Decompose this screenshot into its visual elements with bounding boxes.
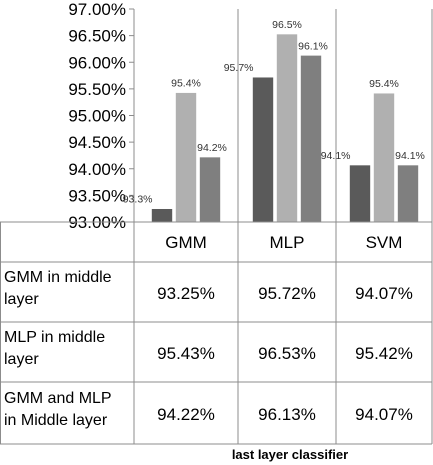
bar-gmm-series-2	[175, 92, 197, 223]
x-axis-title: last layer classifier	[232, 447, 348, 462]
row-label-series-1: layer	[4, 291, 39, 308]
category-label: GMM	[165, 233, 207, 252]
row-label-series-1: GMM in middle	[4, 269, 112, 286]
table-cell-value: 95.42%	[355, 344, 413, 363]
data-label: 96.5%	[272, 19, 302, 31]
table-cell-value: 94.22%	[157, 405, 215, 424]
data-label: 96.1%	[298, 40, 328, 52]
row-label-series-2: layer	[4, 351, 39, 368]
y-tick-label: 96.00%	[68, 53, 126, 72]
bar-mlp-series-3	[300, 55, 322, 223]
bar-mlp-series-2	[276, 33, 298, 223]
row-label-series-3: in Middle layer	[4, 412, 108, 429]
data-label: 93.3%	[123, 194, 153, 206]
row-label-series-3: GMM and MLP	[4, 390, 112, 407]
bar-gmm-series-1	[151, 208, 173, 223]
y-tick-label: 93.50%	[68, 186, 126, 205]
table-cell-value: 95.72%	[258, 284, 316, 303]
table-cell-value: 94.07%	[355, 284, 413, 303]
bar-svm-series-1	[349, 164, 371, 223]
y-tick-label: 95.00%	[68, 107, 126, 126]
y-tick-label: 94.50%	[68, 133, 126, 152]
table-cell-value: 96.13%	[258, 405, 316, 424]
category-label: MLP	[270, 233, 305, 252]
y-tick-label: 94.00%	[68, 160, 126, 179]
table-cell-value: 95.43%	[157, 344, 215, 363]
table-cell-value: 96.53%	[258, 344, 316, 363]
data-label: 95.4%	[171, 78, 201, 90]
bar-mlp-series-1	[252, 76, 274, 223]
table-cell-value: 93.25%	[157, 284, 215, 303]
data-label: 95.4%	[369, 78, 399, 90]
y-tick-label: 97.00%	[68, 0, 126, 19]
y-tick-label: 96.50%	[68, 27, 126, 46]
table-cell-value: 94.07%	[355, 405, 413, 424]
y-tick-label: 95.50%	[68, 80, 126, 99]
data-label: 94.2%	[197, 142, 227, 154]
bar-svm-series-2	[373, 92, 395, 223]
bar-svm-series-3	[397, 164, 419, 223]
row-label-series-2: MLP in middle	[4, 329, 105, 346]
bar-gmm-series-3	[199, 156, 221, 223]
data-label: 95.7%	[224, 62, 254, 74]
data-label: 94.1%	[395, 150, 425, 162]
category-label: SVM	[366, 233, 403, 252]
